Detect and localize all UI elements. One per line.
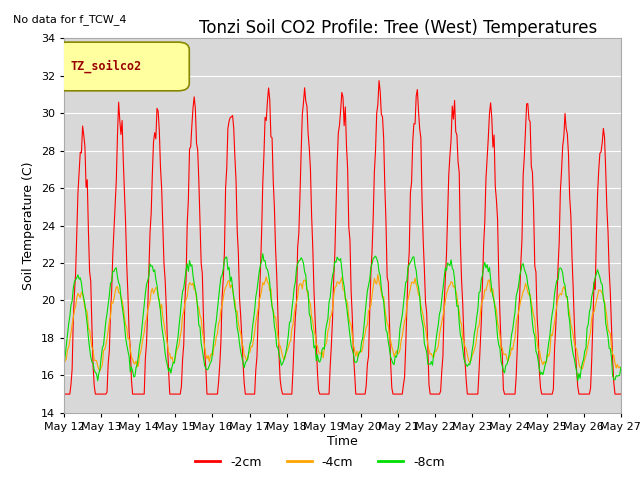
-2cm bbox=[295, 231, 303, 237]
-2cm bbox=[470, 391, 478, 397]
-4cm bbox=[374, 272, 381, 277]
-8cm bbox=[60, 361, 68, 367]
-8cm bbox=[399, 301, 407, 307]
-4cm bbox=[472, 343, 479, 348]
-8cm bbox=[574, 378, 582, 384]
-8cm bbox=[470, 331, 478, 336]
Y-axis label: Soil Temperature (C): Soil Temperature (C) bbox=[22, 161, 35, 290]
Line: -4cm: -4cm bbox=[64, 275, 621, 371]
-2cm bbox=[234, 228, 241, 233]
X-axis label: Time: Time bbox=[327, 434, 358, 448]
-8cm bbox=[234, 325, 241, 331]
-4cm bbox=[296, 281, 304, 287]
-2cm bbox=[372, 147, 380, 153]
-8cm bbox=[296, 257, 304, 263]
-2cm bbox=[567, 212, 575, 218]
-4cm bbox=[96, 368, 104, 374]
Line: -8cm: -8cm bbox=[64, 253, 621, 381]
-2cm bbox=[399, 382, 407, 388]
-4cm bbox=[401, 318, 408, 324]
FancyBboxPatch shape bbox=[56, 42, 189, 91]
-2cm bbox=[617, 391, 625, 397]
-2cm bbox=[375, 78, 383, 84]
-8cm bbox=[373, 256, 381, 262]
-4cm bbox=[617, 365, 625, 371]
-4cm bbox=[234, 320, 242, 326]
Text: TZ_soilco2: TZ_soilco2 bbox=[70, 60, 142, 73]
-2cm bbox=[60, 391, 68, 397]
Text: No data for f_TCW_4: No data for f_TCW_4 bbox=[13, 14, 126, 25]
-4cm bbox=[568, 326, 576, 332]
-8cm bbox=[259, 251, 267, 256]
-4cm bbox=[373, 281, 381, 287]
-8cm bbox=[567, 335, 575, 341]
-8cm bbox=[617, 365, 625, 371]
-4cm bbox=[60, 361, 68, 367]
Line: -2cm: -2cm bbox=[64, 81, 621, 394]
Title: Tonzi Soil CO2 Profile: Tree (West) Temperatures: Tonzi Soil CO2 Profile: Tree (West) Temp… bbox=[199, 19, 597, 37]
Legend: -2cm, -4cm, -8cm: -2cm, -4cm, -8cm bbox=[190, 451, 450, 474]
